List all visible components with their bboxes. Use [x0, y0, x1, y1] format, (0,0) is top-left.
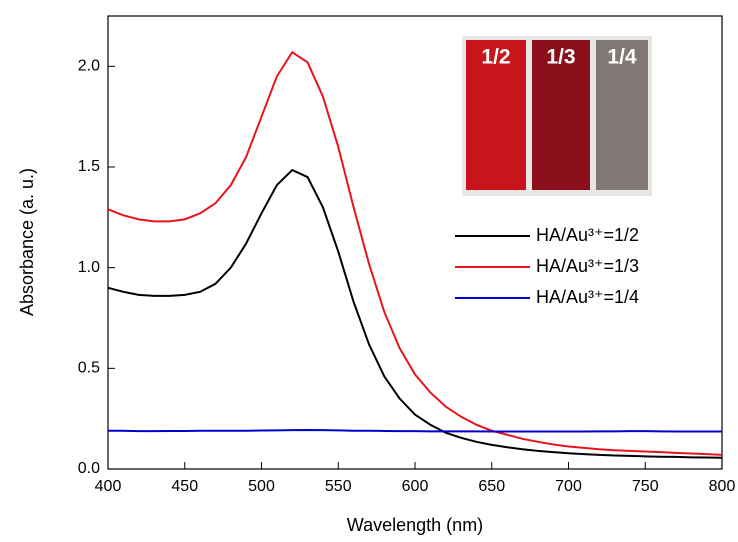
x-tick-label: 400 — [95, 478, 122, 495]
cuvette — [532, 40, 590, 190]
data-line — [107, 168, 723, 459]
y-tick-label: 1.5 — [78, 158, 100, 175]
data-line — [108, 428, 722, 433]
inset-label: 1/4 — [607, 46, 637, 69]
inset-label: 1/3 — [546, 46, 575, 69]
inset-photo: 1/2 1/3 1/4 — [462, 36, 652, 196]
cuvette — [466, 40, 526, 190]
x-tick-label: 750 — [632, 478, 659, 495]
legend-text: HA/Au³⁺=1/2 — [536, 225, 639, 245]
inset-label: 1/2 — [481, 46, 510, 69]
y-tick-label: 0.5 — [78, 360, 100, 377]
y-tick-label: 1.0 — [78, 259, 100, 276]
cuvette — [596, 40, 648, 190]
legend-text: HA/Au³⁺=1/3 — [536, 256, 639, 276]
y-tick-label: 2.0 — [78, 58, 100, 75]
x-tick-label: 500 — [248, 478, 275, 495]
x-tick-label: 650 — [478, 478, 505, 495]
x-tick-label: 600 — [402, 478, 429, 495]
legend-text: HA/Au³⁺=1/4 — [536, 287, 639, 307]
x-axis-title: Wavelength (nm) — [347, 515, 483, 535]
x-tick-label: 700 — [555, 478, 582, 495]
y-tick-label: 0.0 — [78, 460, 100, 477]
data-line — [107, 50, 723, 456]
x-tick-label: 450 — [171, 478, 198, 495]
y-axis-title: Absorbance (a. u.) — [17, 168, 37, 316]
x-tick-label: 550 — [325, 478, 352, 495]
x-tick-label: 800 — [709, 478, 736, 495]
